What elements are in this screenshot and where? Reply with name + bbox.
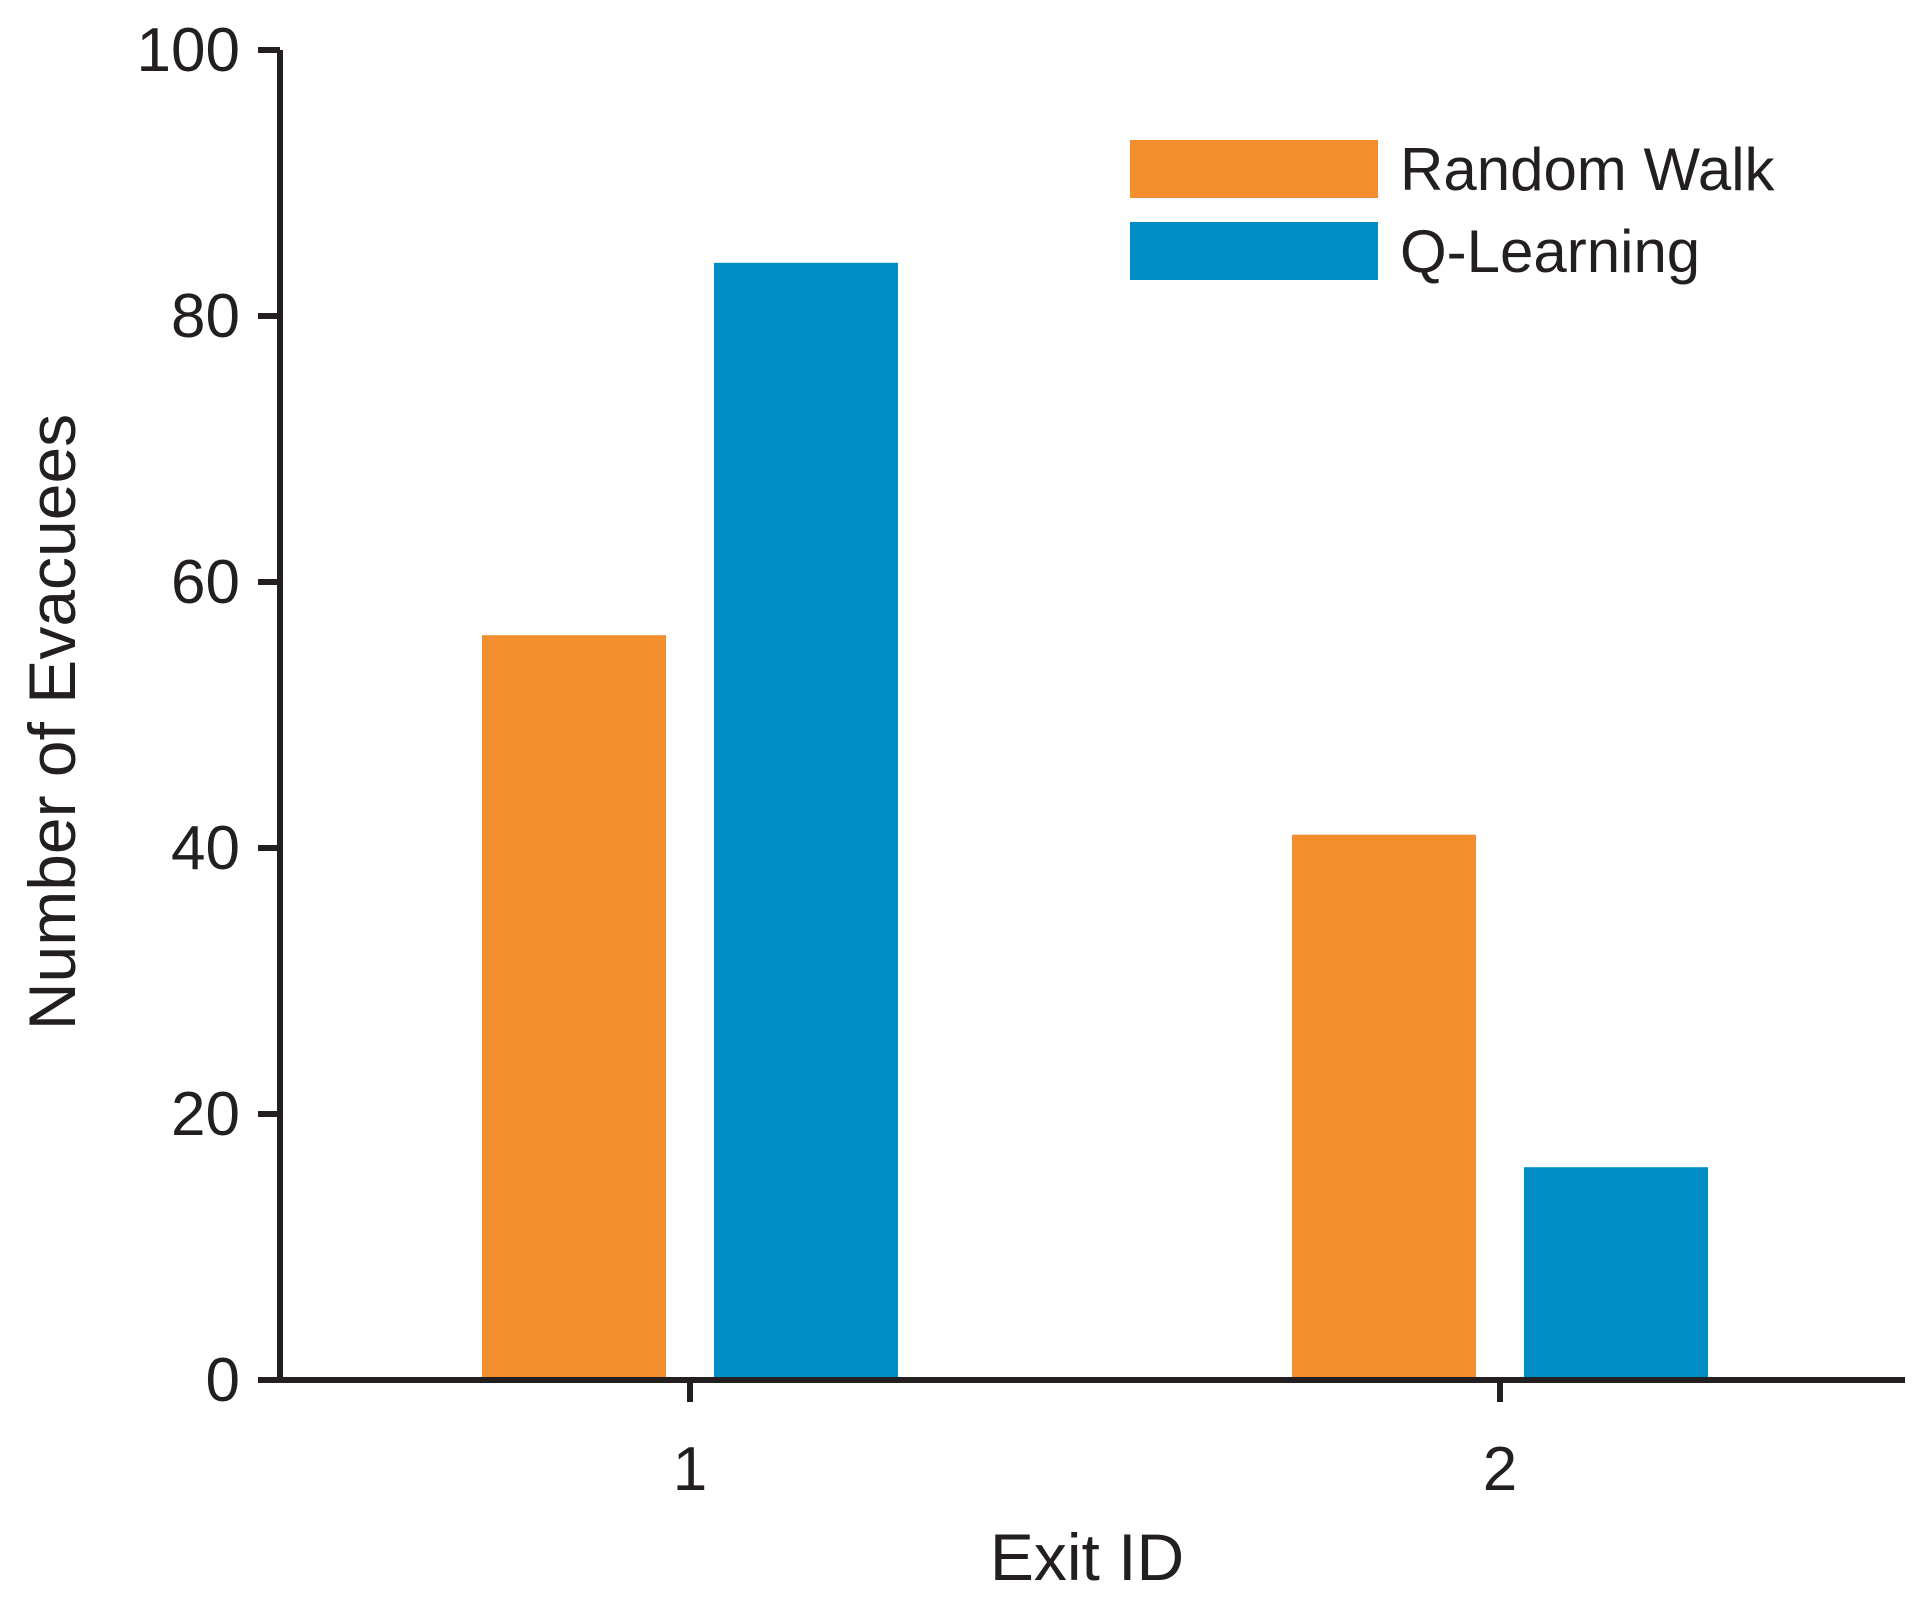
y-tick-label: 80 — [171, 282, 240, 351]
bars-group — [482, 262, 1708, 1380]
y-tick-label: 60 — [171, 548, 240, 617]
y-tick-label: 0 — [206, 1346, 240, 1415]
y-tick-label: 20 — [171, 1080, 240, 1149]
bar-random-walk-exit-1 — [482, 635, 666, 1380]
legend-swatch — [1130, 140, 1378, 198]
axes-group — [277, 50, 1905, 1383]
y-tick-label: 40 — [171, 814, 240, 883]
bar-q-learning-exit-1 — [714, 262, 898, 1380]
legend-label: Random Walk — [1400, 136, 1776, 203]
legend-label: Q-Learning — [1400, 218, 1700, 285]
x-tick-label: 1 — [673, 1435, 707, 1504]
legend-swatch — [1130, 222, 1378, 280]
bar-q-learning-exit-2 — [1524, 1167, 1708, 1380]
bar-random-walk-exit-2 — [1292, 834, 1476, 1380]
x-tick-label: 2 — [1483, 1435, 1517, 1504]
y-axis-title: Number of Evacuees — [15, 414, 89, 1030]
x-axis-title: Exit ID — [990, 1520, 1184, 1594]
y-tick-label: 100 — [137, 16, 240, 85]
y-ticks-group: 0 20 40 60 80 100 — [137, 16, 280, 1415]
legend: Random Walk Q-Learning — [1130, 136, 1776, 285]
